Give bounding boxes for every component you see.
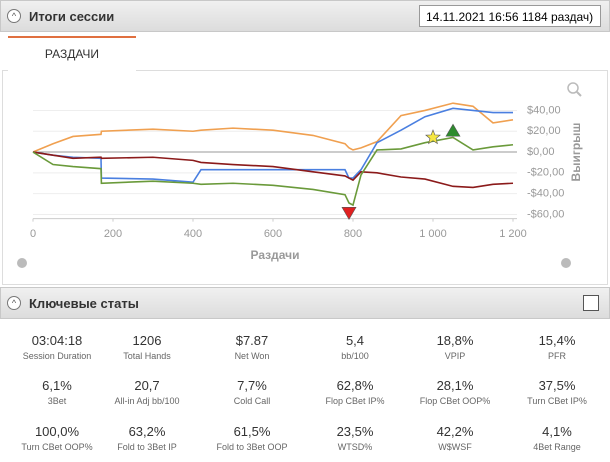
stat-value: 37,5% <box>538 378 576 393</box>
stat-value: 20,7 <box>134 378 160 393</box>
stat: 61,5% Fold to 3Bet OOP <box>202 424 302 452</box>
series-line <box>32 136 514 207</box>
stat-label: All-in Adj bb/100 <box>114 396 180 406</box>
y-tick-label: -$60,00 <box>527 208 564 220</box>
stat-label: Fold to 3Bet OOP <box>216 442 288 452</box>
stat-label: 3Bet <box>47 396 67 406</box>
y-tick-label: $40,00 <box>527 104 561 116</box>
stat-label: PFR <box>548 351 566 361</box>
stat-label: W$WSF <box>438 442 472 452</box>
stat-value: 23,5% <box>336 424 374 439</box>
stat-label: Cold Call <box>233 396 271 406</box>
stat-value: 18,8% <box>436 333 474 348</box>
tab[interactable]: РАЗДАЧИ <box>8 36 136 71</box>
stat: $7.87 Net Won <box>202 333 302 361</box>
stats-title: Ключевые статы <box>29 296 139 311</box>
stat-value: 03:04:18 <box>31 333 83 348</box>
stat: 28,1% Flop CBet OOP% <box>405 378 505 406</box>
x-tick-label: 200 <box>104 228 122 240</box>
stat-label: 4Bet Range <box>533 442 581 452</box>
info-icon[interactable] <box>561 258 571 268</box>
stat: 03:04:18 Session Duration <box>7 333 107 361</box>
chart: Раздачи Выигрыш $40,00 $20,00 $0,00 -$20,00… <box>17 82 583 268</box>
stat-label: Flop CBet OOP% <box>419 396 491 406</box>
stat-value: 1206 <box>132 333 162 348</box>
stat: 5,4 bb/100 <box>305 333 405 361</box>
session-select[interactable]: 14.11.2021 16:56 1184 раздач) <box>419 5 601 27</box>
stat-value: 15,4% <box>538 333 576 348</box>
stat-value: 4,1% <box>542 424 572 439</box>
zoom-icon[interactable] <box>567 82 579 94</box>
x-tick-label: 600 <box>264 228 282 240</box>
marker <box>425 129 441 145</box>
stat-label: bb/100 <box>341 351 369 361</box>
stat-value: 28,1% <box>436 378 474 393</box>
stat-value: 7,7% <box>237 378 267 393</box>
stat: 62,8% Flop CBet IP% <box>305 378 405 406</box>
y-tick-label: -$20,00 <box>527 167 564 179</box>
x-axis-label: Раздачи <box>251 248 300 262</box>
stat: 4,1% 4Bet Range <box>507 424 607 452</box>
stat-value: $7.87 <box>235 333 269 348</box>
stat-label: Session Duration <box>22 351 92 361</box>
stat-value: 63,2% <box>128 424 166 439</box>
stat-label: Flop CBet IP% <box>325 396 385 406</box>
stat-label: Fold to 3Bet IP <box>117 442 177 452</box>
stat-value: 61,5% <box>233 424 271 439</box>
stat-label: Total Hands <box>123 351 171 361</box>
stat: 37,5% Turn CBet IP% <box>507 378 607 406</box>
stat: 100,0% Turn CBet OOP% <box>7 424 107 452</box>
stat: 23,5% WTSD% <box>305 424 405 452</box>
chart-panel <box>2 70 608 285</box>
stat: 63,2% Fold to 3Bet IP <box>97 424 197 452</box>
x-tick-label: 800 <box>344 228 362 240</box>
stat-value: 6,1% <box>42 378 72 393</box>
stat: 42,2% W$WSF <box>405 424 505 452</box>
stats-header: ^ Ключевые статы <box>0 287 610 319</box>
stat: 15,4% PFR <box>507 333 607 361</box>
y-tick-label: $20,00 <box>527 125 561 137</box>
settings-icon[interactable] <box>17 258 27 268</box>
series-line <box>32 151 514 189</box>
collapse-button[interactable]: ^ <box>7 9 21 23</box>
y-tick-label: -$40,00 <box>527 188 564 200</box>
session-header: ^ Итоги сессии 14.11.2021 16:56 1184 раз… <box>0 0 610 32</box>
stat-label: Turn CBet OOP% <box>21 442 93 452</box>
collapse-button[interactable]: ^ <box>7 296 21 310</box>
layout-button[interactable] <box>583 295 599 311</box>
series-line <box>32 107 513 184</box>
stat: 20,7 All-in Adj bb/100 <box>97 378 197 406</box>
stat-label: Net Won <box>234 351 270 361</box>
series-line <box>32 102 514 153</box>
x-tick-label: 1 200 <box>499 228 527 240</box>
stat: 6,1% 3Bet <box>7 378 107 406</box>
stat-label: WTSD% <box>337 442 373 452</box>
marker <box>445 123 461 137</box>
stat: 7,7% Cold Call <box>202 378 302 406</box>
stat-value: 62,8% <box>336 378 374 393</box>
marker <box>341 207 357 220</box>
x-tick-label: 0 <box>30 228 36 240</box>
y-tick-label: $0,00 <box>527 146 555 158</box>
header-title: Итоги сессии <box>29 9 115 24</box>
zoom-icon-handle <box>576 91 582 97</box>
stat-label: Turn CBet IP% <box>527 396 587 406</box>
stat-value: 42,2% <box>436 424 474 439</box>
y-axis-label: Выигрыш <box>569 123 583 182</box>
stat: 1206 Total Hands <box>97 333 197 361</box>
stat-label: VPIP <box>444 351 466 361</box>
stat-value: 5,4 <box>345 333 365 348</box>
x-tick-label: 1 000 <box>419 228 447 240</box>
x-tick-label: 400 <box>184 228 202 240</box>
stat: 18,8% VPIP <box>405 333 505 361</box>
stat-value: 100,0% <box>34 424 80 439</box>
